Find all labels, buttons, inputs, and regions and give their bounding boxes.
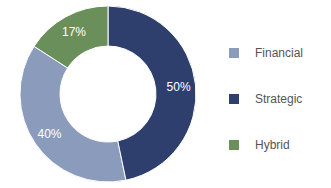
svg-text:40%: 40% (37, 127, 61, 141)
svg-text:50%: 50% (167, 80, 191, 94)
svg-text:Strategic: Strategic (255, 92, 302, 106)
svg-text:17%: 17% (62, 25, 86, 39)
svg-text:Financial: Financial (255, 46, 303, 60)
svg-text:Hybrid: Hybrid (255, 138, 290, 152)
